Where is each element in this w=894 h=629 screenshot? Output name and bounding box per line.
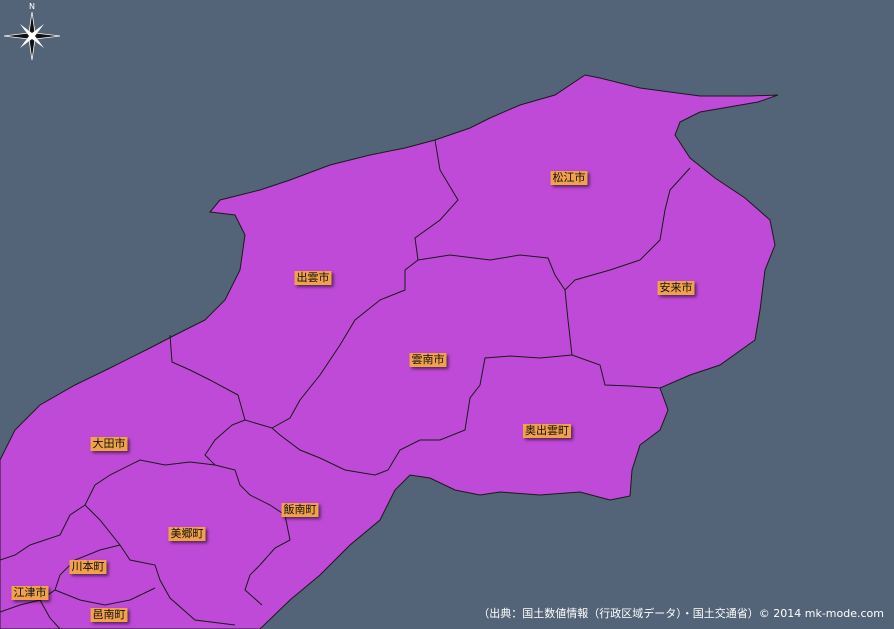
municipal-boundaries <box>0 139 691 629</box>
label-unnan: 雲南市 <box>409 353 447 367</box>
source-credit: （出典：国土数値情報（行政区域データ）・国土交通省）© 2014 mk-mode… <box>478 607 884 620</box>
label-izumo: 出雲市 <box>294 271 332 285</box>
label-yasugi: 安来市 <box>657 281 695 295</box>
label-kawamoto: 川本町 <box>69 560 107 574</box>
label-okuizumo: 奥出雲町 <box>523 424 571 438</box>
label-matsue: 松江市 <box>550 171 588 185</box>
compass-north-label: N <box>29 2 35 11</box>
compass-rose-icon: N <box>3 2 61 61</box>
label-oda: 大田市 <box>90 437 128 451</box>
label-onan: 邑南町 <box>90 608 128 622</box>
label-gotsu: 江津市 <box>11 586 49 600</box>
land-base <box>0 74 779 629</box>
label-misato: 美郷町 <box>168 527 206 541</box>
label-iinan: 飯南町 <box>281 503 319 517</box>
